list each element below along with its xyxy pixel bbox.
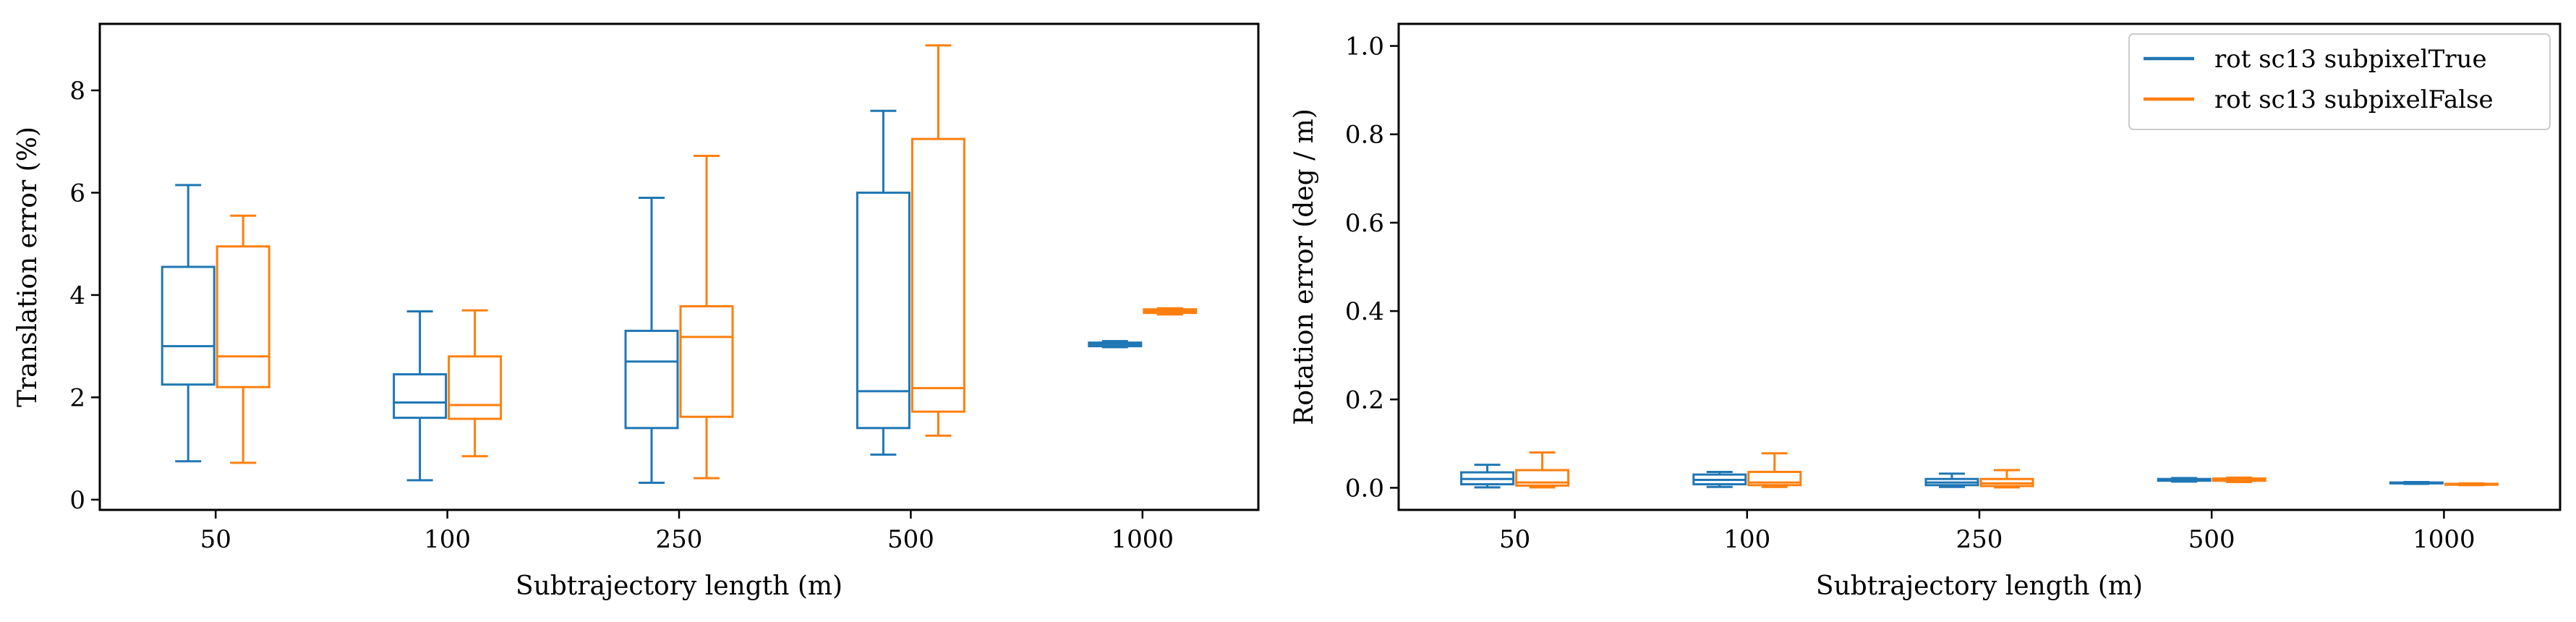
box-plot-subpixel-true (2389, 481, 2444, 485)
box-plot-subpixel-false (2444, 482, 2499, 487)
x-tick-label: 100 (424, 525, 471, 554)
box-plot-subpixel-true (856, 109, 910, 456)
x-tick-label: 500 (887, 525, 934, 554)
x-tick-label: 1000 (1112, 525, 1174, 554)
box-plot-subpixel-true (393, 310, 448, 482)
y-tick-label: 0.0 (1345, 474, 1384, 503)
box-plot-subpixel-true (2157, 477, 2212, 483)
y-tick-label: 0.8 (1345, 121, 1384, 150)
iqr-box (679, 304, 734, 418)
box-plot-subpixel-false (1747, 452, 1802, 488)
x-tick-label: 250 (656, 525, 703, 554)
box-plot-subpixel-true (161, 184, 216, 463)
y-tick-label: 0.4 (1345, 297, 1384, 326)
box-plot-subpixel-true (1460, 464, 1515, 489)
y-tick-label: 0.2 (1345, 385, 1384, 414)
box-plot-subpixel-true (1692, 470, 1747, 488)
iqr-box (1515, 469, 1570, 487)
box-plot-subpixel-false (1515, 451, 1570, 489)
box-plot-subpixel-false (448, 309, 503, 458)
box-plot-subpixel-false (1143, 307, 1198, 316)
x-axis-label: Subtrajectory length (m) (516, 571, 843, 601)
y-axis-label: Translation error (%) (13, 127, 43, 407)
box-plot-subpixel-true (624, 197, 679, 485)
box-plot-subpixel-false (910, 44, 965, 437)
iqr-box (216, 245, 270, 388)
x-tick-label: 50 (1499, 525, 1530, 554)
y-tick-label: 8 (69, 77, 85, 106)
y-tick-label: 6 (69, 179, 85, 208)
iqr-box (910, 137, 965, 413)
x-tick-label: 100 (1723, 525, 1770, 554)
box-plot-subpixel-false (2212, 476, 2266, 484)
rotation-error-panel: 50 100 250 500 1000 0.0 0.2 0.4 0.6 0.8 1.0 Subtraj… (1289, 22, 2562, 601)
iqr-box (448, 355, 503, 420)
iqr-box (624, 329, 679, 430)
legend-entry-label: rot sc13 subpixelFalse (2214, 85, 2494, 114)
y-tick-label: 1.0 (1345, 33, 1384, 61)
y-axis-label: Rotation error (deg / m) (1289, 108, 1319, 425)
legend-frame (2128, 33, 2551, 130)
iqr-box (856, 191, 910, 430)
y-tick-label: 2 (69, 383, 85, 412)
legend-entry-label: rot sc13 subpixelTrue (2214, 45, 2487, 74)
box-plot-subpixel-false (679, 155, 734, 480)
x-tick-label: 500 (2188, 525, 2235, 554)
y-tick-label: 4 (69, 281, 85, 310)
x-tick-label: 1000 (2413, 525, 2475, 554)
iqr-box (161, 265, 216, 386)
iqr-box (393, 373, 448, 419)
box-plot-subpixel-false (216, 214, 270, 464)
box-plot-subpixel-true (1924, 472, 1979, 488)
y-tick-label: 0.6 (1345, 209, 1384, 238)
translation-error-panel: 50 100 250 500 1000 0 2 4 6 8 Subtrajectory length… (13, 22, 1260, 601)
legend: rot sc13 subpixelTrue rot sc13 subpixelFa… (2128, 33, 2551, 130)
box-plot-subpixel-false (1979, 469, 2034, 489)
x-axis-label: Subtrajectory length (m) (1816, 571, 2143, 601)
x-tick-label: 250 (1956, 525, 2003, 554)
axes-frame (98, 22, 1260, 511)
y-tick-label: 0 (69, 486, 85, 515)
box-plot-subpixel-true (1088, 340, 1143, 349)
iqr-box (1747, 470, 1802, 487)
x-tick-label: 50 (200, 525, 231, 554)
